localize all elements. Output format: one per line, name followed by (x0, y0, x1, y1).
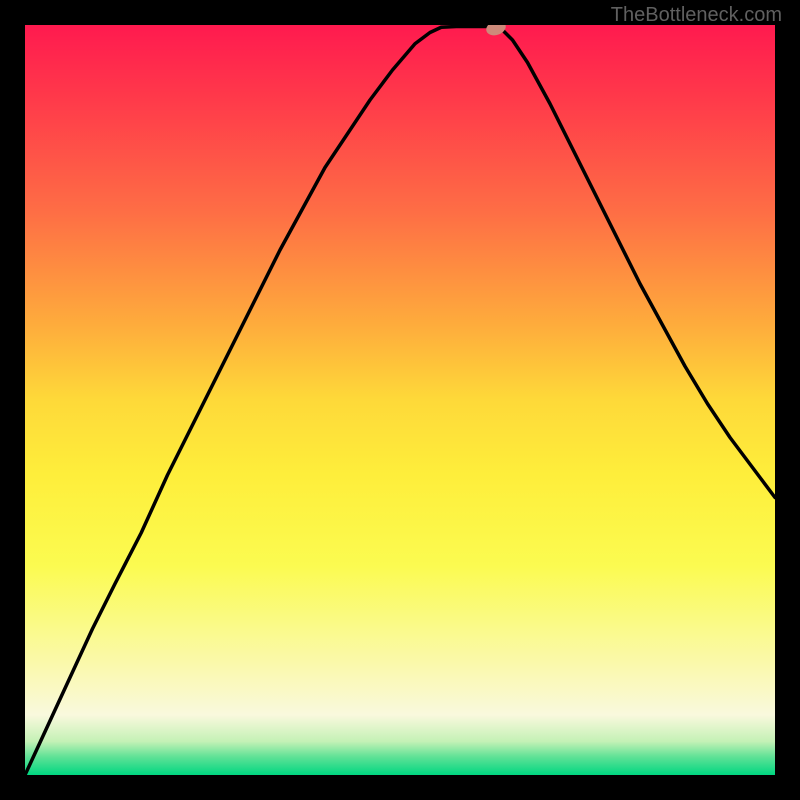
plot-area (25, 25, 775, 775)
gradient-background (25, 25, 775, 775)
chart-svg (25, 25, 775, 775)
watermark-text: TheBottleneck.com (611, 4, 782, 27)
chart-container: TheBottleneck.com (0, 0, 800, 800)
